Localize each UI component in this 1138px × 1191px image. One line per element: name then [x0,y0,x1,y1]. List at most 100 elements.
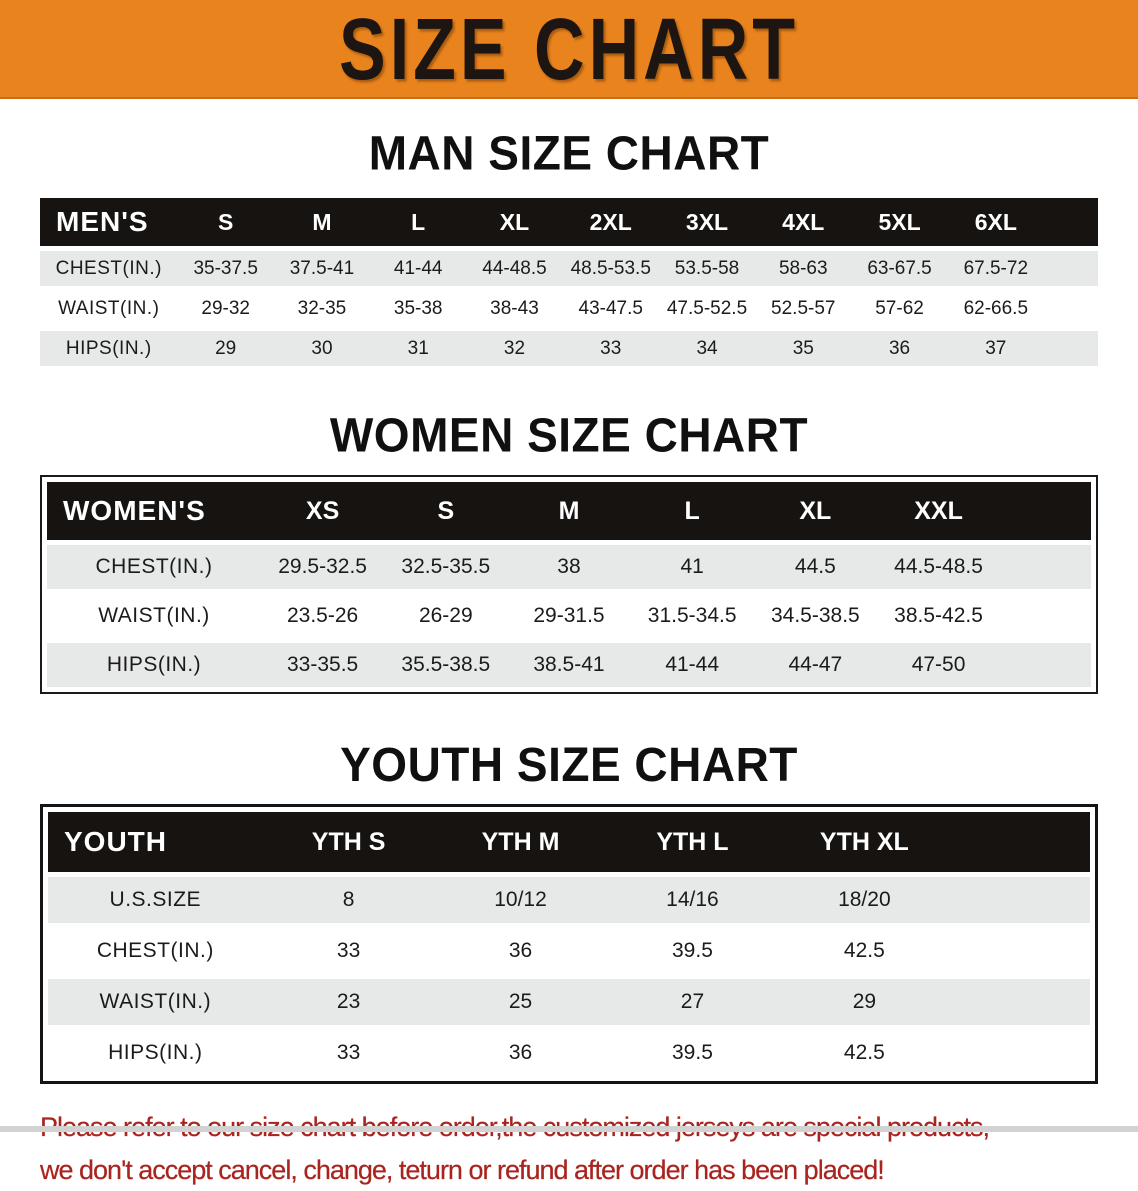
row-label: HIPS(IN.) [48,1030,263,1076]
column-header: S [384,482,508,540]
table-row: CHEST(IN.) 29.5-32.5 32.5-35.5 38 41 44.5 44.5… [47,545,1091,589]
size-value: 29 [177,331,274,366]
row-spacer [950,877,1090,923]
column-header: 2XL [562,198,659,246]
size-value: 42.5 [778,928,951,974]
row-label: WAIST(IN.) [47,594,262,638]
table-row: WAIST(IN.) 23.5-26 26-29 29-31.5 31.5-34.5 34… [47,594,1091,638]
table-header: MEN'S S M L XL 2XL 3XL 4XL 5XL 6XL [40,198,1098,246]
men-size-table: MEN'S S M L XL 2XL 3XL 4XL 5XL 6XL CHEST(IN.) 35-37… [40,193,1098,371]
disclaimer-line-2: we don't accept cancel, change, teturn o… [40,1154,885,1185]
size-value: 41-44 [630,643,754,687]
size-value: 43-47.5 [562,291,659,326]
women-section-heading: WOMEN SIZE CHART [329,407,809,463]
size-value: 47.5-52.5 [658,291,756,326]
size-value: 53.5-58 [658,251,756,286]
size-value: 52.5-57 [755,291,852,326]
size-value: 36 [434,1030,607,1076]
size-value: 30 [273,331,371,366]
row-spacer [950,979,1090,1025]
table-header-label: YOUTH [48,812,263,872]
column-header: XS [261,482,385,540]
size-value: 35-38 [370,291,467,326]
section-men: MAN SIZE CHART MEN'S S M L XL 2XL 3XL 4XL 5XL 6XL… [0,99,1138,371]
row-spacer [950,1030,1090,1076]
size-value: 34.5-38.5 [753,594,877,638]
row-label: WAIST(IN.) [40,291,178,326]
column-header: 4XL [755,198,852,246]
size-table: WOMEN'S XS S M L XL XXL CHEST(IN.) 29.5-32.5 32.5… [47,477,1091,692]
table-row: CHEST(IN.) 35-37.5 37.5-41 41-44 44-48.5 48.5… [40,251,1098,286]
size-value: 47-50 [876,643,1001,687]
size-value: 32.5-35.5 [384,545,508,589]
size-value: 39.5 [606,1030,779,1076]
size-value: 33 [562,331,659,366]
column-header: S [177,198,274,246]
youth-size-table: YOUTH YTH S YTH M YTH L YTH XL U.S.SIZE 8 10/12… [40,804,1098,1084]
column-header: YTH L [606,812,779,872]
size-value: 8 [262,877,435,923]
column-header: M [507,482,631,540]
table-header: YOUTH YTH S YTH M YTH L YTH XL [48,812,1090,872]
size-value: 37 [947,331,1044,366]
table-body: CHEST(IN.) 35-37.5 37.5-41 41-44 44-48.5 48.5… [40,251,1098,366]
size-value: 39.5 [606,928,779,974]
size-value: 33 [262,1030,435,1076]
page-title: SIZE CHART [339,0,799,98]
size-value: 44.5 [753,545,877,589]
size-value: 38.5-41 [507,643,631,687]
size-value: 34 [658,331,756,366]
size-value: 48.5-53.5 [562,251,659,286]
size-value: 38 [507,545,631,589]
size-value: 33-35.5 [261,643,385,687]
size-value: 36 [434,928,607,974]
disclaimer: Please refer to our size chart before or… [40,1106,1138,1191]
row-spacer [1000,545,1091,589]
table-row: HIPS(IN.) 29 30 31 32 33 34 35 36 37 [40,331,1098,366]
row-spacer [1043,331,1098,366]
table-header: WOMEN'S XS S M L XL XXL [47,482,1091,540]
row-label: CHEST(IN.) [48,928,263,974]
row-spacer [950,928,1090,974]
size-value: 32-35 [273,291,371,326]
table-header-label: WOMEN'S [47,482,262,540]
column-header: XL [753,482,877,540]
size-value: 33 [262,928,435,974]
column-header: 6XL [947,198,1044,246]
size-value: 18/20 [778,877,951,923]
size-value: 38.5-42.5 [876,594,1001,638]
header-spacer [950,812,1090,872]
table-row: WAIST(IN.) 23 25 27 29 [48,979,1090,1025]
row-label: CHEST(IN.) [40,251,178,286]
size-value: 44-48.5 [466,251,563,286]
section-youth: YOUTH SIZE CHART YOUTH YTH S YTH M YTH L YTH… [0,694,1138,1084]
size-value: 32 [466,331,563,366]
row-spacer [1043,251,1098,286]
size-value: 31 [370,331,467,366]
size-table: YOUTH YTH S YTH M YTH L YTH XL U.S.SIZE 8 10/12… [48,807,1090,1081]
size-value: 38-43 [466,291,563,326]
size-value: 35.5-38.5 [384,643,508,687]
size-value: 41-44 [370,251,467,286]
column-header: L [630,482,754,540]
size-value: 29-31.5 [507,594,631,638]
youth-section-heading: YOUTH SIZE CHART [340,736,798,792]
row-label: WAIST(IN.) [48,979,263,1025]
men-section-heading: MAN SIZE CHART [368,125,770,180]
column-header: XXL [876,482,1001,540]
table-row: U.S.SIZE 8 10/12 14/16 18/20 [48,877,1090,923]
size-value: 25 [434,979,607,1025]
row-label: U.S.SIZE [48,877,263,923]
size-value: 35-37.5 [177,251,274,286]
size-value: 26-29 [384,594,508,638]
size-value: 37.5-41 [273,251,371,286]
size-value: 44-47 [753,643,877,687]
size-value: 29-32 [177,291,274,326]
size-value: 57-62 [851,291,948,326]
row-spacer [1000,643,1091,687]
column-header: L [370,198,467,246]
size-value: 41 [630,545,754,589]
column-header: XL [466,198,563,246]
size-value: 23.5-26 [261,594,385,638]
row-label: CHEST(IN.) [47,545,262,589]
